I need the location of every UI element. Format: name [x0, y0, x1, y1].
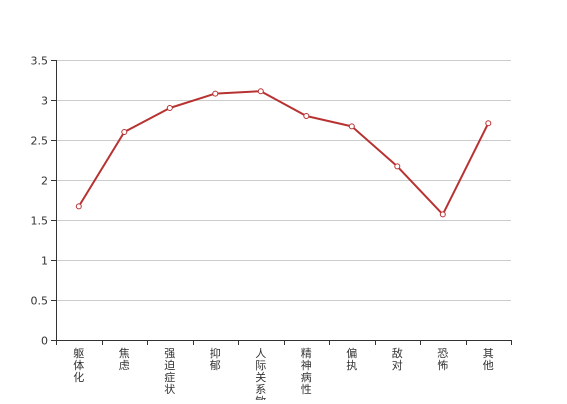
series-line: [77, 90, 490, 216]
y-tick-label: 3: [41, 95, 48, 108]
y-tick-label: 1.5: [31, 215, 49, 228]
x-tick-label: 强迫症状: [164, 347, 175, 396]
data-point[interactable]: [75, 203, 82, 210]
x-tick-label: 偏执: [346, 346, 357, 372]
gridlines: [56, 60, 511, 301]
y-tick-label: 2: [41, 175, 48, 188]
data-point[interactable]: [166, 105, 173, 111]
y-tick-label: 1: [41, 255, 48, 268]
x-tick-label: 躯体化: [73, 347, 84, 384]
series: [75, 88, 492, 218]
data-point[interactable]: [439, 211, 446, 218]
data-point[interactable]: [303, 113, 310, 119]
x-tick-label: 抑郁: [210, 346, 221, 372]
x-tick-label: 其他: [483, 347, 494, 372]
axes: [51, 60, 512, 345]
data-point[interactable]: [394, 163, 401, 170]
data-point[interactable]: [121, 129, 128, 135]
x-tick-label: 恐怖: [437, 347, 448, 372]
y-tick-labels: 0 0.5 1 1.5 2 2.5 3 3.5: [31, 55, 49, 348]
data-point[interactable]: [257, 88, 264, 95]
x-tick-label: 人际关系敏感: [255, 347, 266, 400]
x-tick-label: 敌对: [392, 346, 403, 372]
data-point[interactable]: [212, 90, 219, 97]
y-tick-label: 0.5: [31, 295, 49, 308]
y-tick-label: 2.5: [31, 135, 49, 148]
y-tick-label: 3.5: [31, 55, 49, 68]
x-tick-labels: 躯体化 焦虑 强迫症状 抑郁 人际关系敏感 精神病性 偏执 敌对 恐怖 其他: [73, 346, 494, 404]
data-point[interactable]: [485, 120, 492, 127]
y-tick-label: 0: [41, 335, 48, 348]
x-tick-label: 焦虑: [119, 347, 130, 372]
x-tick-label: 精神病性: [301, 347, 312, 396]
data-point[interactable]: [348, 123, 355, 130]
